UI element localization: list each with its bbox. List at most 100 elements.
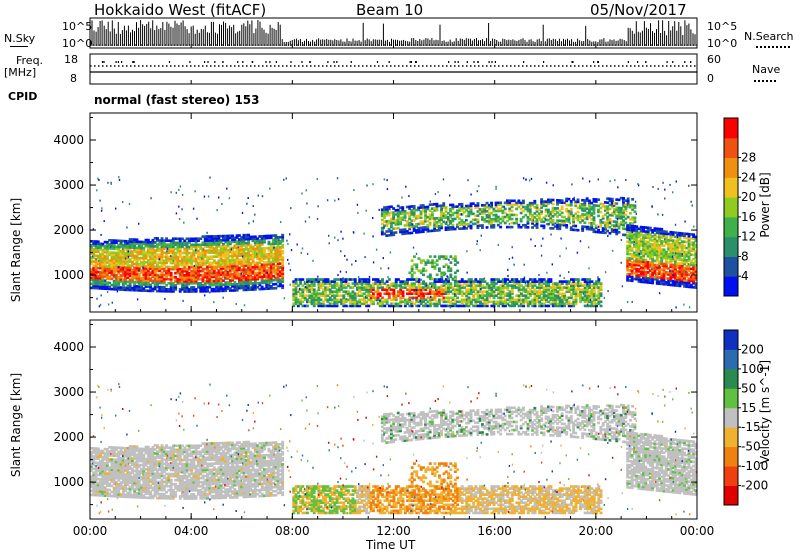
power-cell — [267, 246, 271, 250]
power-cell — [162, 261, 166, 265]
power-cell — [535, 300, 539, 304]
power-cell — [151, 251, 155, 254]
power-cell — [469, 278, 473, 281]
power-cell — [96, 242, 100, 246]
power-cell — [153, 245, 157, 248]
power-cell — [499, 217, 503, 221]
power-cell — [642, 234, 645, 237]
power-cell — [296, 284, 300, 287]
power-cell — [222, 271, 225, 274]
power-cell — [151, 261, 155, 264]
power-cell — [206, 285, 209, 289]
power-cell — [485, 226, 489, 229]
power-cell — [501, 288, 505, 292]
power-cell — [367, 304, 371, 308]
power-cell — [583, 296, 587, 300]
power-cell — [103, 287, 107, 291]
power-cell — [187, 245, 191, 249]
power-cell — [137, 277, 141, 280]
power-cell — [383, 298, 387, 302]
power-cell — [603, 223, 607, 227]
power-cell — [648, 247, 652, 250]
power-cell — [599, 210, 603, 214]
power-cell — [629, 205, 632, 209]
power-cell — [513, 280, 516, 283]
power-cell — [265, 236, 269, 240]
power-cell — [490, 282, 494, 285]
power-cell — [619, 217, 623, 220]
power-cell — [142, 248, 146, 252]
power-cell — [545, 300, 548, 304]
power-cell — [586, 304, 589, 308]
power-cell — [224, 275, 228, 278]
power-cell — [360, 298, 364, 302]
power-cell — [494, 288, 498, 292]
power-cell — [396, 226, 400, 230]
power-cell — [206, 271, 209, 275]
power-cell — [251, 288, 255, 291]
power-cell — [235, 240, 239, 243]
power-cell — [658, 254, 661, 257]
power-cell — [203, 263, 207, 267]
power-cell — [276, 254, 280, 257]
power-cell — [206, 279, 209, 283]
power-cell — [192, 257, 196, 261]
power-cell — [401, 280, 405, 283]
power-cell — [278, 246, 282, 249]
power-cell — [590, 207, 594, 211]
power-cell — [281, 276, 285, 279]
power-cell — [410, 300, 414, 304]
power-cell — [629, 222, 632, 225]
power-cell — [192, 243, 196, 247]
power-cell — [406, 278, 409, 281]
power-cell — [503, 207, 507, 211]
power-cell — [499, 284, 503, 287]
power-cell — [660, 244, 664, 247]
power-cell — [517, 296, 521, 300]
power-cell — [99, 254, 102, 258]
power-cell — [128, 238, 132, 241]
power-cell — [542, 220, 546, 224]
power-cell — [281, 270, 285, 273]
power-cell — [199, 284, 203, 287]
power-cell — [90, 286, 93, 290]
power-cell — [456, 300, 460, 304]
time-xlabel: Time UT — [366, 538, 416, 552]
power-cell — [639, 225, 643, 229]
power-cell — [242, 262, 246, 265]
power-cell — [101, 265, 105, 268]
power-cell — [479, 284, 482, 287]
power-cell — [519, 201, 523, 205]
power-cell — [586, 288, 589, 292]
power-cell — [435, 288, 439, 292]
power-cell — [185, 278, 189, 281]
power-cell — [537, 216, 541, 219]
power-cell — [315, 294, 318, 298]
power-cell — [637, 247, 641, 251]
power-cell — [176, 282, 180, 285]
power-cell — [658, 227, 661, 231]
power-cell — [112, 245, 116, 248]
power-cell — [545, 282, 548, 285]
power-cell — [639, 252, 643, 255]
power-cell — [201, 275, 205, 279]
power-cell — [462, 225, 466, 228]
power-cell — [126, 272, 130, 276]
power-cell — [210, 257, 214, 261]
power-cell — [667, 277, 671, 280]
power-cell — [369, 286, 373, 289]
power-cell — [385, 212, 389, 215]
power-cell — [146, 275, 150, 278]
power-cell — [637, 231, 641, 235]
power-cell — [664, 250, 668, 254]
power-cell — [99, 272, 102, 276]
power-cell — [633, 216, 637, 220]
power-cell — [540, 278, 544, 281]
power-cell — [222, 242, 225, 246]
power-cell — [508, 292, 512, 296]
power-cell — [201, 283, 205, 287]
power-cell — [224, 269, 228, 272]
power-cell — [551, 198, 555, 202]
power-cell — [554, 300, 557, 304]
